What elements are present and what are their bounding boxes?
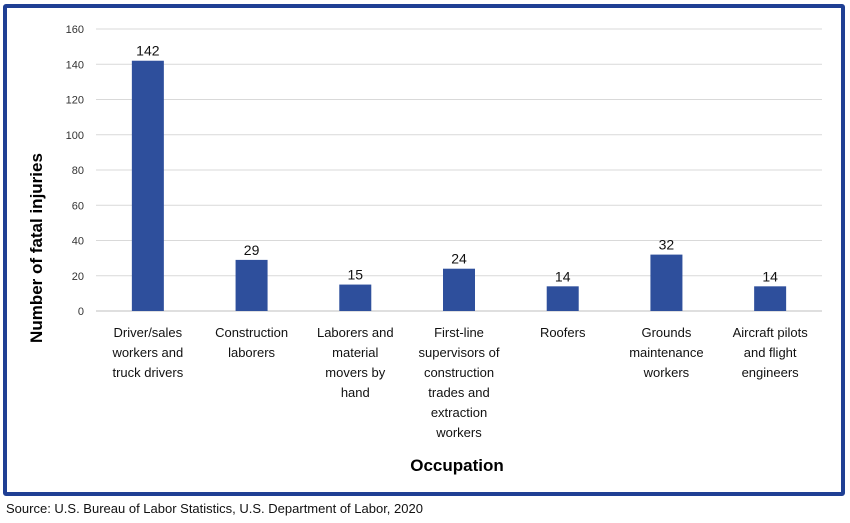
x-tick-label-line: Aircraft pilots [733,325,809,340]
y-tick-label: 40 [72,236,84,248]
data-label: 14 [555,268,571,284]
x-tick-label-line: workers and [111,345,183,360]
x-tick-label-line: extraction [431,405,487,420]
x-tick-label-line: laborers [228,345,275,360]
x-tick-label: Construction laborers [215,325,288,360]
data-label: 15 [347,267,363,283]
data-label: 142 [136,43,160,59]
x-tick-label-line: workers [435,425,482,440]
data-label: 24 [451,251,467,267]
x-tick-label: Aircraft pilots and flight engineers [733,325,809,380]
x-tick-label-line: Roofers [540,325,586,340]
y-tick-label: 120 [66,95,84,107]
y-tick-label: 160 [66,24,84,36]
y-tick-label: 80 [72,165,84,177]
bar [131,60,164,311]
x-tick-label-line: material [332,345,378,360]
x-tick-label-line: truck drivers [112,365,183,380]
x-tick-label-line: Grounds [641,325,691,340]
y-tick-label: 140 [66,59,84,71]
bar [650,254,683,311]
bar [235,259,268,311]
y-axis-title: Number of fatal injuries [27,153,46,343]
y-tick-label: 100 [66,130,84,142]
source-note: Source: U.S. Bureau of Labor Statistics,… [6,501,423,516]
x-tick-label-line: engineers [742,365,800,380]
data-label: 29 [244,242,260,258]
x-tick-label-line: and flight [744,345,797,360]
bar [339,284,372,311]
data-label: 14 [762,268,778,284]
bar [546,286,579,311]
x-tick-label-line: maintenance [629,345,703,360]
x-tick-label-line: workers [643,365,690,380]
x-tick-label-line: construction [424,365,494,380]
x-tick-label-line: hand [341,385,370,400]
x-tick-label: Grounds maintenance workers [629,325,703,380]
y-tick-label: 0 [78,306,84,318]
x-tick-label-line: Driver/sales [114,325,183,340]
data-label: 32 [659,237,675,253]
x-tick-label: Driver/sales workers and truck drivers [111,325,183,380]
bar [754,286,787,311]
x-tick-label-line: supervisors of [419,345,500,360]
x-tick-label: Roofers [540,325,586,340]
x-tick-label: First-line supervisors of construction trad… [419,325,500,440]
x-tick-label-line: First-line [434,325,484,340]
x-tick-label-line: Laborers and [317,325,394,340]
x-tick-label: Laborers and material movers by hand [317,325,394,400]
bar [443,268,475,311]
y-tick-label: 60 [72,200,84,212]
y-tick-label: 20 [72,271,84,283]
x-tick-label-line: movers by [325,365,385,380]
x-tick-label-line: trades and [428,385,489,400]
x-tick-label-line: Construction [215,325,288,340]
x-axis-title: Occupation [410,456,504,475]
